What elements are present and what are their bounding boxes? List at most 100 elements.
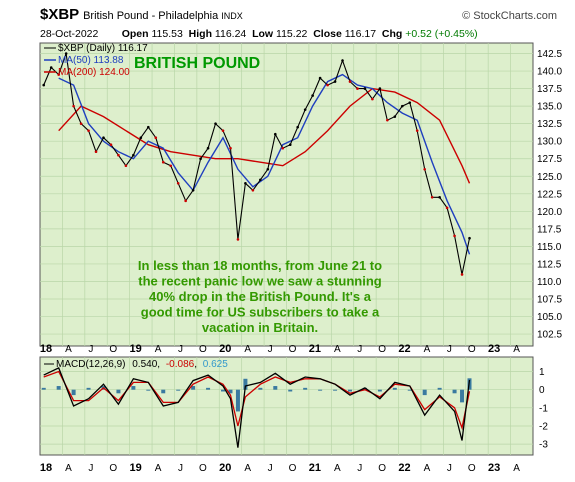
price-y-tick-label: 130.0: [537, 137, 562, 148]
price-point: [348, 80, 352, 83]
price-point: [326, 83, 329, 87]
macd-histogram-bar: [273, 386, 278, 390]
price-point: [415, 129, 419, 132]
legend-price-label: $XBP (Daily) 116.17: [58, 43, 148, 54]
price-point: [445, 206, 449, 210]
x-tick-label: A: [334, 344, 341, 355]
x-tick-label: 20: [219, 343, 231, 355]
x-tick-label: 23: [488, 462, 500, 474]
x-tick-label: 18: [40, 462, 52, 474]
price-y-tick-label: 105.0: [537, 312, 562, 323]
price-point: [102, 136, 105, 139]
macd-histogram-bar: [407, 389, 412, 391]
chart-overlay-title: BRITISH POUND: [134, 55, 260, 72]
x-tick-label: O: [199, 344, 207, 355]
macd-histogram-bar: [377, 389, 382, 392]
price-point: [132, 153, 135, 157]
price-point: [184, 199, 187, 203]
x-tick-label: O: [289, 344, 297, 355]
index-tag: INDX: [221, 11, 243, 21]
x-tick-label: A: [424, 463, 431, 474]
macd-histogram-bar: [362, 387, 367, 390]
macd-histogram-bar: [41, 387, 46, 390]
x-tick-label: 20: [219, 462, 231, 474]
price-y-tick-label: 112.5: [537, 259, 562, 270]
price-y-tick-label: 140.0: [537, 67, 562, 78]
price-y-tick-label: 127.5: [537, 154, 562, 165]
chg-label: Chg: [381, 28, 403, 40]
macd-histogram-bar: [161, 389, 166, 394]
ma200-line: [58, 87, 471, 184]
x-tick-label: A: [513, 463, 520, 474]
price-point: [124, 164, 128, 168]
price-point: [147, 125, 150, 129]
x-tick-label: A: [513, 344, 520, 355]
macd-value: 0.540: [132, 359, 157, 370]
x-tick-label: 23: [488, 343, 500, 355]
macd-histogram-bar: [116, 389, 121, 394]
symbol: $XBP: [40, 6, 79, 23]
macd-grid: [40, 357, 533, 455]
price-point: [386, 118, 389, 122]
chart-title: $XBP British Pound - Philadelphia INDX: [40, 6, 243, 23]
price-y-tick-label: 125.0: [537, 172, 562, 183]
histogram-value: 0.625: [203, 359, 228, 370]
x-tick-label: 19: [130, 343, 142, 355]
price-point: [273, 132, 277, 136]
macd-histogram-bar: [318, 389, 323, 391]
macd-histogram-bar: [86, 387, 91, 390]
macd-histogram-bar: [460, 389, 465, 403]
price-point: [236, 238, 240, 241]
high-label: High: [188, 28, 212, 40]
x-tick-label: J: [268, 344, 273, 355]
macd-histogram-bar: [422, 389, 427, 396]
price-panel: 102.5 105.0 107.5 110.0 112.5 115.0 117.5 120.0…: [39, 42, 562, 347]
price-point: [281, 146, 285, 150]
macd-series: [43, 367, 471, 448]
price-point: [438, 196, 441, 199]
signal-value: -0.086: [166, 359, 195, 370]
annotation-text: In less than 18 months, from June 21 to t…: [138, 258, 382, 335]
price-point: [460, 273, 464, 276]
macd-y-tick-label: -1: [539, 403, 548, 414]
price-point: [259, 178, 262, 182]
instrument-name: British Pound - Philadelphia: [83, 10, 219, 22]
price-point: [453, 234, 456, 238]
macd-histogram-bar: [146, 389, 151, 391]
price-point: [176, 181, 180, 185]
price-point: [288, 143, 292, 147]
x-tick-label: J: [447, 344, 452, 355]
price-y-tick-label: 120.0: [537, 207, 562, 218]
macd-x-axis: 18 A J O 19 A J O 20 A J O 21 A J O 22 A J O 23 A: [40, 462, 520, 474]
x-tick-label: O: [468, 344, 476, 355]
macd-line: [43, 367, 471, 448]
x-tick-label: O: [468, 463, 476, 474]
price-point: [341, 59, 344, 62]
price-point: [42, 83, 46, 87]
price-point: [430, 196, 434, 199]
x-tick-label: A: [424, 344, 431, 355]
macd-histogram-bar: [176, 389, 181, 391]
x-tick-label: A: [334, 463, 341, 474]
x-tick-label: O: [109, 344, 117, 355]
macd-histogram-bar: [303, 387, 308, 390]
x-tick-label: A: [244, 344, 251, 355]
price-point: [199, 157, 202, 161]
price-legend: $XBP (Daily) 116.17 MA(50) 113.88 MA(200…: [44, 43, 148, 78]
price-point: [117, 153, 120, 157]
price-point: [356, 87, 359, 90]
x-tick-label: O: [199, 463, 207, 474]
price-point: [423, 167, 426, 171]
x-tick-label: A: [65, 463, 72, 474]
macd-y-tick-label: -3: [539, 440, 548, 451]
low-label: Low: [252, 28, 274, 40]
price-point: [303, 108, 307, 111]
price-point: [161, 160, 165, 164]
legend-ma50-label: MA(50) 113.88: [58, 55, 124, 66]
macd-y-axis: 1 0 -1 -2 -3: [539, 367, 548, 451]
x-tick-label: A: [155, 344, 162, 355]
price-point: [87, 129, 90, 132]
x-tick-label: 21: [309, 462, 321, 474]
close-value: 116.17: [344, 28, 377, 40]
stockcharts-logo[interactable]: © StockCharts.com: [462, 10, 557, 22]
